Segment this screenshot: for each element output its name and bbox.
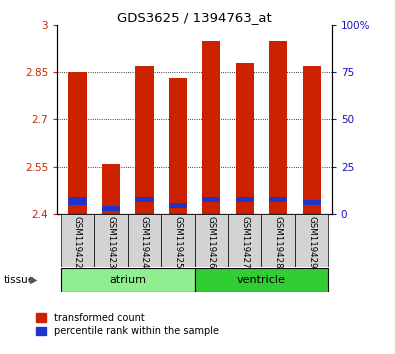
Bar — [128, 214, 161, 267]
Title: GDS3625 / 1394763_at: GDS3625 / 1394763_at — [117, 11, 272, 24]
Bar — [94, 214, 128, 267]
Bar — [169, 79, 187, 214]
Bar — [68, 72, 87, 214]
Text: GSM119429: GSM119429 — [307, 216, 316, 269]
Bar — [295, 214, 329, 267]
Text: GSM119427: GSM119427 — [240, 216, 249, 269]
Bar — [169, 203, 187, 208]
Bar — [303, 200, 321, 205]
Text: GSM119422: GSM119422 — [73, 216, 82, 269]
Bar — [102, 206, 120, 211]
Text: GSM119426: GSM119426 — [207, 216, 216, 269]
Text: tissue: tissue — [4, 275, 35, 285]
Bar — [68, 197, 87, 205]
Text: GSM119423: GSM119423 — [106, 216, 115, 269]
Bar — [228, 214, 261, 267]
Bar — [235, 197, 254, 201]
Bar — [60, 214, 94, 267]
Bar — [195, 268, 329, 292]
Bar — [202, 197, 220, 201]
Bar — [202, 41, 220, 214]
Legend: transformed count, percentile rank within the sample: transformed count, percentile rank withi… — [36, 313, 219, 336]
Text: ventricle: ventricle — [237, 275, 286, 285]
Bar — [102, 164, 120, 214]
Bar — [269, 197, 288, 201]
Bar — [161, 214, 195, 267]
Bar — [135, 66, 154, 214]
Text: GSM119424: GSM119424 — [140, 216, 149, 269]
Bar — [261, 214, 295, 267]
Bar — [303, 66, 321, 214]
Text: GSM119428: GSM119428 — [274, 216, 283, 269]
Bar — [195, 214, 228, 267]
Text: ▶: ▶ — [30, 275, 37, 285]
Bar — [60, 268, 195, 292]
Bar — [235, 63, 254, 214]
Bar — [269, 41, 288, 214]
Bar — [135, 197, 154, 201]
Text: GSM119425: GSM119425 — [173, 216, 182, 269]
Text: atrium: atrium — [109, 275, 146, 285]
